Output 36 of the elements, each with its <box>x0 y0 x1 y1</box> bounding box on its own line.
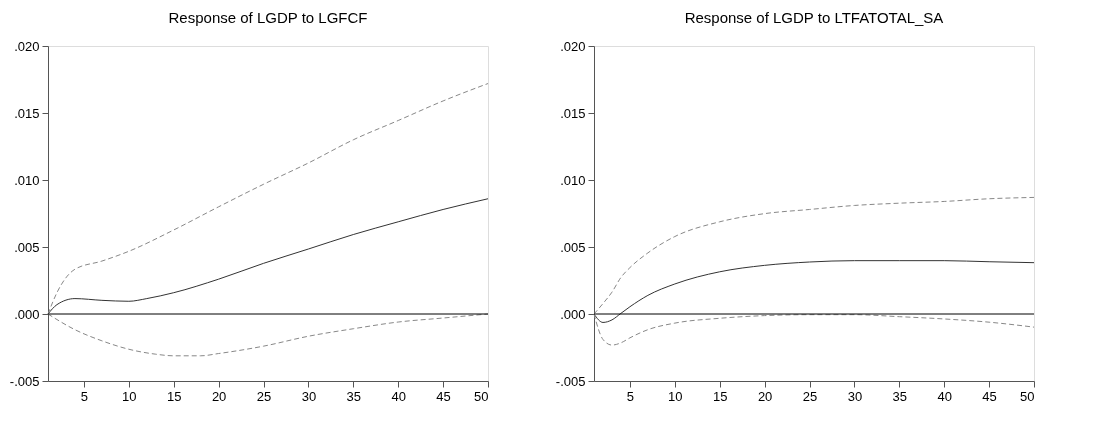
line-series <box>593 260 1035 323</box>
y-tick-label: .020 <box>14 38 40 54</box>
x-tick-label: 45 <box>436 388 451 404</box>
y-tick-label: -.005 <box>9 373 40 389</box>
x-tick-label: 25 <box>256 388 272 404</box>
y-tick-label: .005 <box>560 239 586 255</box>
x-tick-label: 15 <box>712 388 728 404</box>
x-tick-label: 10 <box>668 388 683 404</box>
line-series <box>47 198 489 315</box>
x-tick-label: 15 <box>166 388 182 404</box>
x-tick-label: 20 <box>757 388 773 404</box>
x-tick-label: 10 <box>122 388 137 404</box>
y-tick-label: .000 <box>14 306 40 322</box>
x-tick-label: 45 <box>982 388 997 404</box>
y-tick-label: .020 <box>560 38 586 54</box>
x-tick-label: 30 <box>301 388 317 404</box>
chart-title: Response of LGDP to LTFATOTAL_SA <box>684 9 944 26</box>
x-tick-label: 25 <box>802 388 818 404</box>
x-tick-label: 40 <box>937 388 952 404</box>
y-tick-label: .015 <box>14 105 40 121</box>
y-tick-label: .005 <box>14 239 40 255</box>
x-tick-label: 50 <box>1020 388 1035 404</box>
y-tick-label: .015 <box>560 105 586 121</box>
x-tick-label: 5 <box>80 388 89 404</box>
x-tick-label: 50 <box>474 388 489 404</box>
y-tick-label: -.005 <box>555 373 586 389</box>
x-tick-label: 20 <box>211 388 227 404</box>
x-tick-label: 35 <box>346 388 362 404</box>
x-tick-label: 30 <box>847 388 863 404</box>
x-tick-label: 35 <box>892 388 908 404</box>
x-tick-label: 5 <box>626 388 635 404</box>
y-tick-label: .010 <box>560 172 586 188</box>
y-tick-label: .010 <box>14 172 40 188</box>
x-tick-label: 40 <box>391 388 406 404</box>
y-tick-label: .000 <box>560 306 586 322</box>
chart-title: Response of LGDP to LGFCF <box>168 9 368 26</box>
